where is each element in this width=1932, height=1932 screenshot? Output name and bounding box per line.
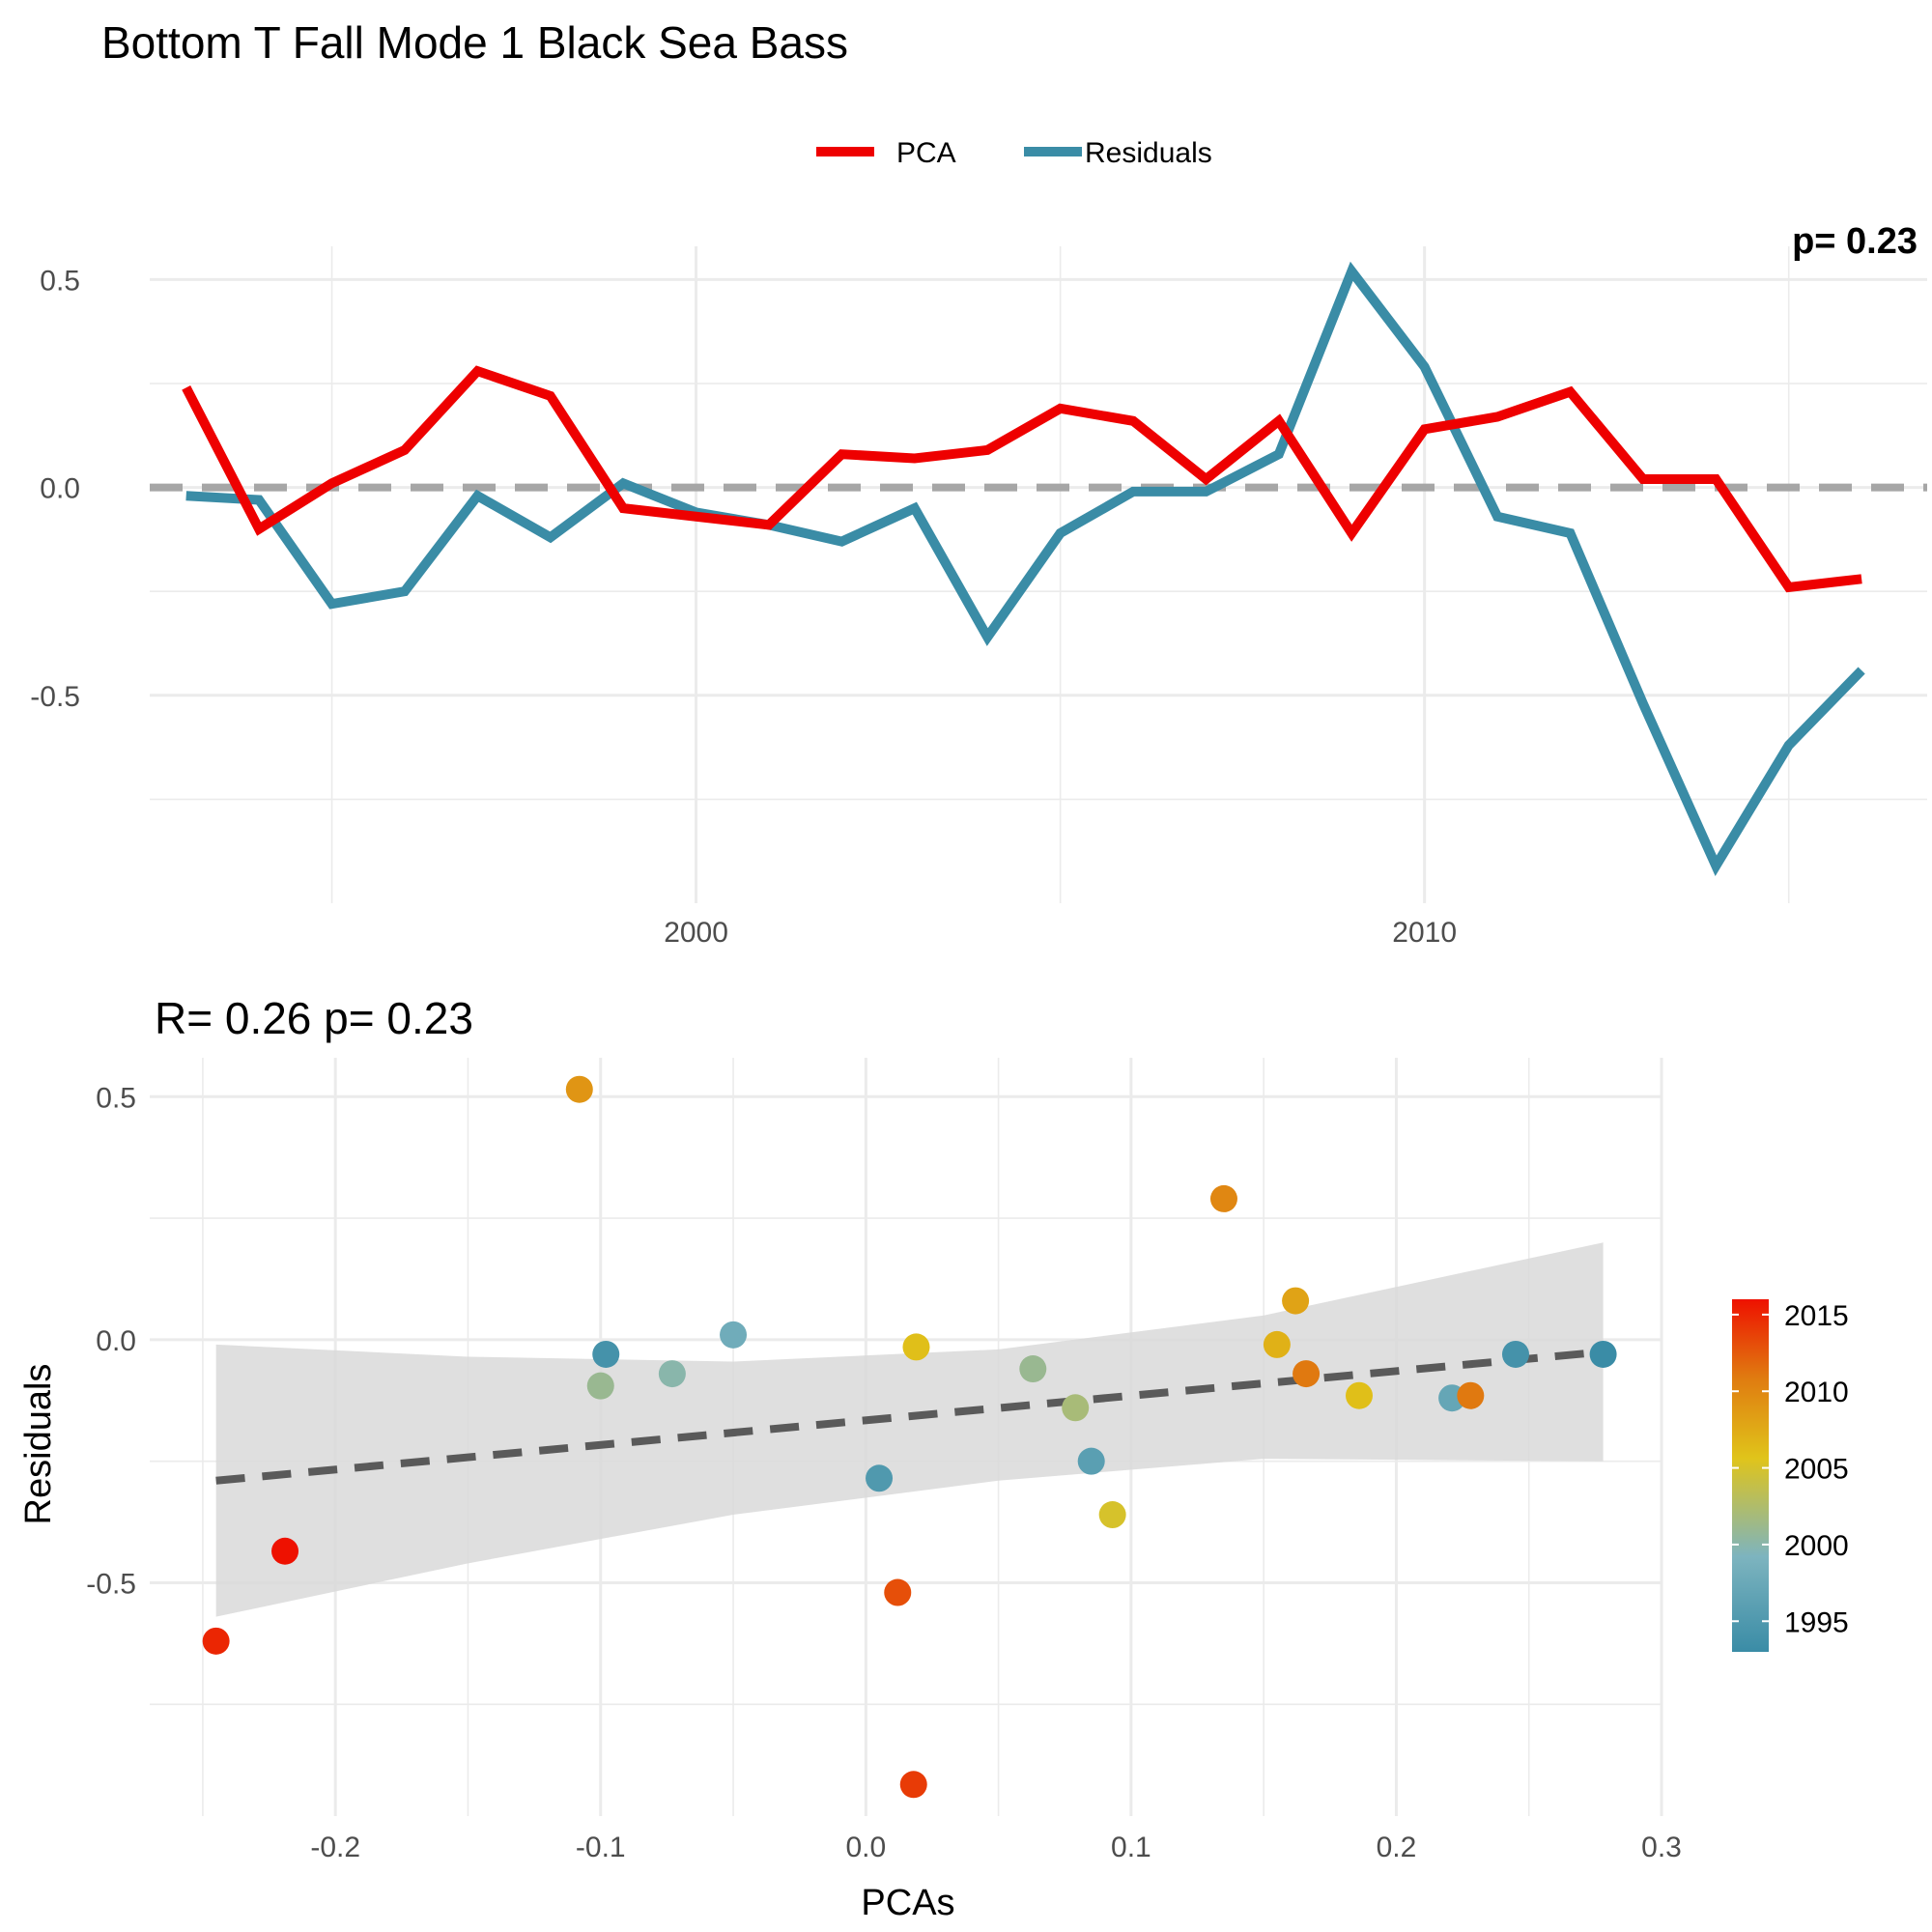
scatter-point (1293, 1360, 1321, 1388)
colorbar: 1995 2000 2005 2010 2015 (1732, 1299, 1849, 1652)
scatter-point (1098, 1501, 1126, 1529)
top-ticks: 2000 2010 -0.5 0.0 0.5 (30, 265, 1457, 949)
scatter-point (1019, 1355, 1047, 1383)
legend-label-pca: PCA (896, 137, 956, 169)
colorbar-tick-label: 2015 (1784, 1300, 1849, 1332)
series-line-residuals (185, 261, 1865, 877)
y-tick-label: 0.5 (96, 1082, 136, 1114)
y-tick-label: 0.0 (96, 1325, 136, 1357)
scatter-point (1589, 1340, 1617, 1368)
top-grid (150, 246, 1927, 903)
bottom-panel: -0.2 -0.1 0.0 0.1 0.2 0.3 -0.5 0.0 0.5 (86, 1058, 1682, 1863)
x-tick-label: 0.0 (845, 1832, 886, 1863)
colorbar-tick-label: 2005 (1784, 1454, 1849, 1486)
top-panel: 2000 2010 -0.5 0.0 0.5 p= 0.23 (30, 221, 1927, 949)
scatter-point (271, 1537, 299, 1565)
scatter-point (1263, 1330, 1291, 1358)
scatter-point (884, 1578, 912, 1606)
legend: PCA Residuals (816, 137, 1212, 169)
y-tick-label: 0.5 (40, 265, 80, 297)
bottom-ticks: -0.2 -0.1 0.0 0.1 0.2 0.3 -0.5 0.0 0.5 (86, 1082, 1682, 1863)
scatter-point (1282, 1287, 1310, 1315)
scatter-point (1209, 1184, 1237, 1212)
x-tick-label: 0.3 (1641, 1832, 1682, 1863)
colorbar-tick-label: 2000 (1784, 1530, 1849, 1562)
y-tick-label: -0.5 (30, 681, 80, 713)
scatter-point (1077, 1447, 1105, 1475)
scatter-point (1346, 1381, 1373, 1409)
top-series (182, 261, 1865, 877)
scatter-point (866, 1464, 894, 1492)
corner-annotation: p= 0.23 (1792, 221, 1918, 262)
x-tick-label: 2000 (664, 917, 728, 949)
scatter-point (899, 1771, 927, 1799)
legend-label-residuals: Residuals (1085, 137, 1212, 169)
x-axis-label: PCAs (861, 1883, 954, 1923)
scatter-point (658, 1360, 686, 1388)
colorbar-tick-label: 1995 (1784, 1606, 1849, 1638)
confidence-band-area (215, 1242, 1604, 1617)
scatter-point (586, 1372, 614, 1400)
y-tick-label: -0.5 (86, 1568, 136, 1600)
scatter-points (202, 1075, 1617, 1799)
regression-line (215, 1348, 1604, 1485)
scatter-point (202, 1627, 230, 1655)
colorbar-tick-label: 2010 (1784, 1377, 1849, 1408)
colorbar-gradient (1732, 1299, 1769, 1652)
scatter-point (902, 1333, 930, 1361)
scatter-point (592, 1340, 620, 1368)
y-tick-label: 0.0 (40, 473, 80, 505)
x-tick-label: -0.2 (310, 1832, 360, 1863)
scatter-point (1501, 1340, 1529, 1368)
y-axis-label: Residuals (18, 1364, 59, 1525)
scatter-point (1457, 1381, 1485, 1409)
x-tick-label: 0.2 (1377, 1832, 1417, 1863)
x-tick-label: -0.1 (576, 1832, 626, 1863)
scatter-point (565, 1075, 593, 1103)
x-tick-label: 0.1 (1111, 1832, 1151, 1863)
scatter-subtitle: R= 0.26 p= 0.23 (155, 993, 473, 1043)
series-line-pca (182, 365, 1862, 593)
chart-title: Bottom T Fall Mode 1 Black Sea Bass (101, 17, 848, 68)
scatter-point (720, 1321, 748, 1349)
scatter-point (1062, 1394, 1090, 1422)
x-tick-label: 2010 (1392, 917, 1457, 949)
confidence-band (215, 1242, 1604, 1617)
